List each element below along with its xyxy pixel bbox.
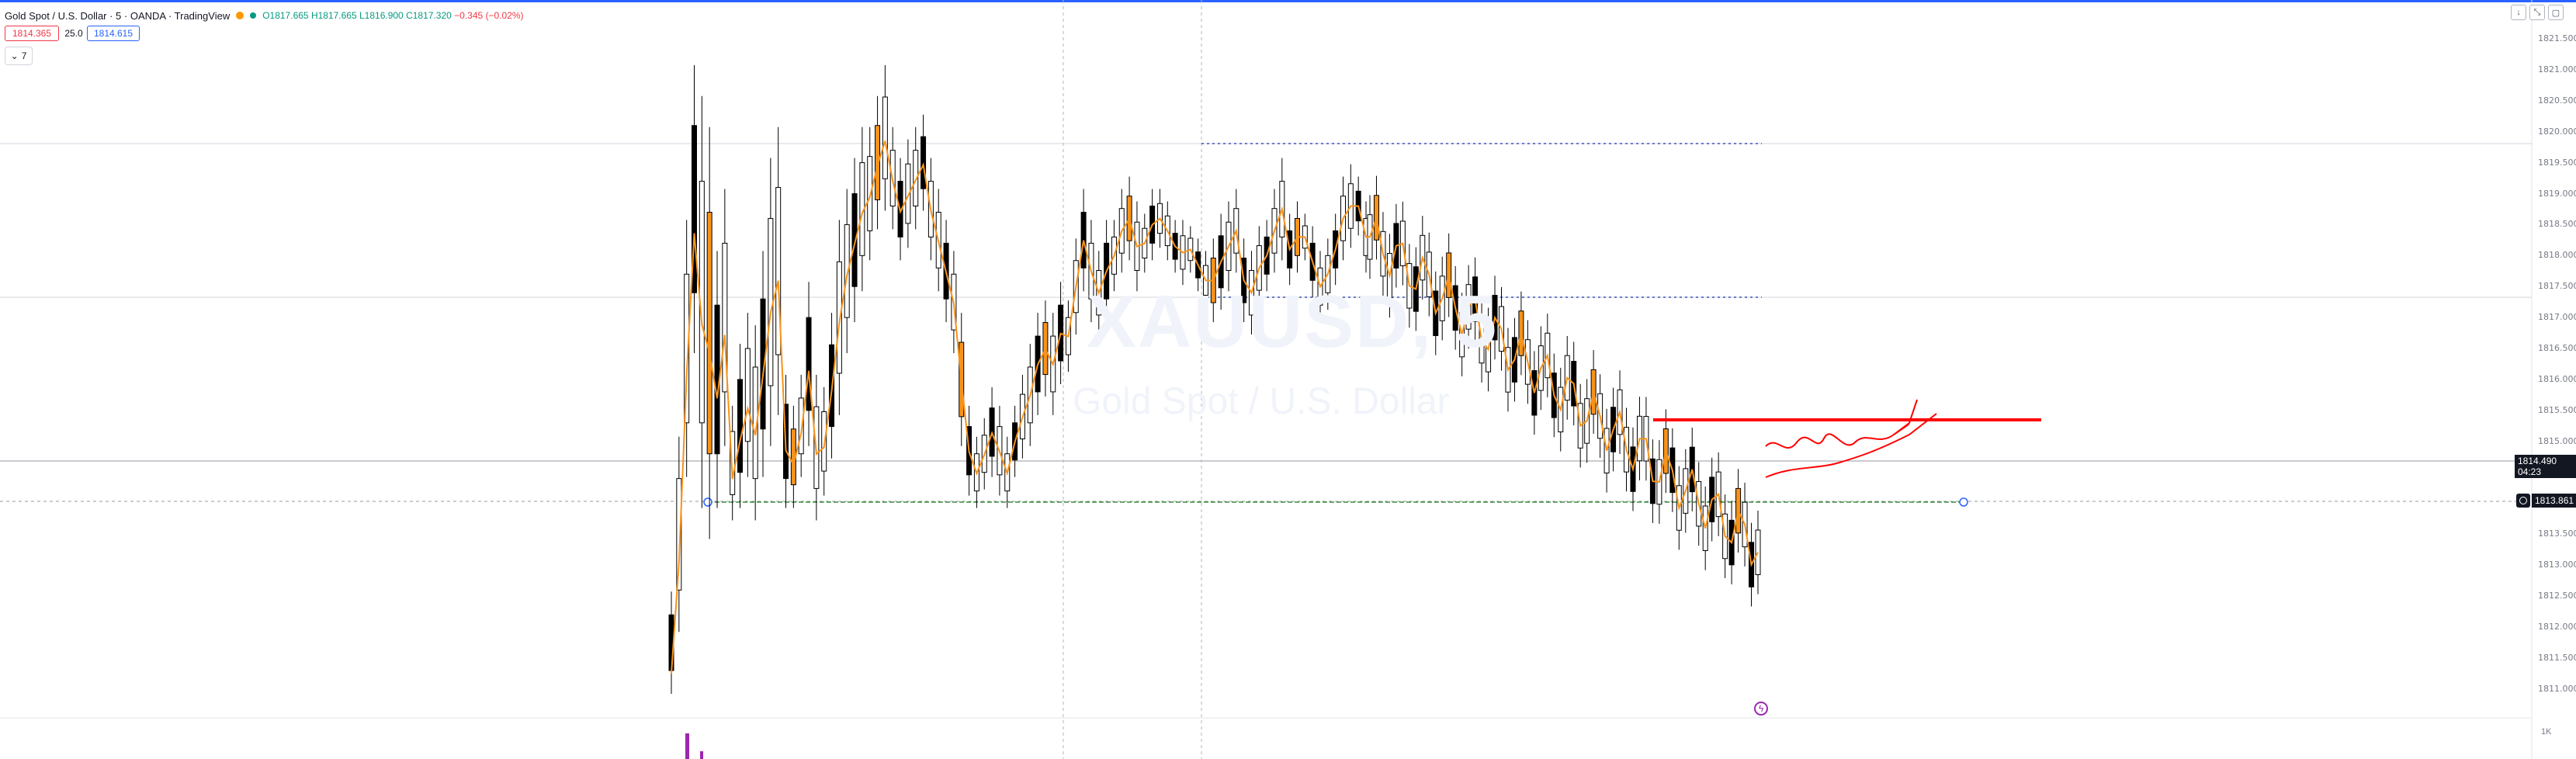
- moving-average-line: [671, 140, 1759, 674]
- candle-body: [798, 397, 804, 455]
- candle-body: [768, 217, 774, 386]
- buy-button[interactable]: 1814.615: [87, 26, 140, 41]
- chevron-down-icon: ⌄: [10, 50, 19, 61]
- projected-path-drawing: [1765, 413, 1937, 478]
- price-axis-label: 1812.000: [2538, 622, 2576, 632]
- price-axis-label: 1818.000: [2538, 250, 2576, 261]
- candle-body: [676, 478, 682, 591]
- price-axis-label: 1819.500: [2538, 157, 2576, 168]
- candle-body: [920, 136, 927, 189]
- price-axis-label: 1819.000: [2538, 188, 2576, 199]
- spread-value: 25.0: [64, 28, 83, 39]
- volume-bar: [700, 751, 703, 759]
- candle-body: [744, 348, 751, 442]
- candle-body: [913, 150, 919, 206]
- candle-body: [730, 431, 736, 495]
- candle-body: [905, 163, 911, 224]
- high-value: H1817.665: [310, 10, 357, 21]
- current-price-value: 1814.490: [2518, 456, 2557, 466]
- candle-body: [851, 193, 858, 287]
- candle-body: [684, 273, 690, 424]
- price-axis-label: 1820.500: [2538, 95, 2576, 106]
- price-axis-label: 1815.500: [2538, 404, 2576, 415]
- horizontal-line-price: 1813.861: [2532, 494, 2576, 508]
- indicators-toggle-button[interactable]: ⌄ 7: [5, 47, 33, 65]
- price-axis-label: 1813.000: [2538, 560, 2576, 570]
- watermark-description: Gold Spot / U.S. Dollar: [1073, 381, 1450, 422]
- support-line-handle: [703, 497, 712, 507]
- price-axis-label: 1816.000: [2538, 373, 2576, 384]
- data-status-icon: [250, 12, 257, 19]
- candle-body: [1080, 211, 1087, 269]
- line-settings-icon[interactable]: [2516, 494, 2530, 508]
- change-value: −0.345 (−0.02%): [454, 10, 524, 21]
- price-axis-label: 1811.500: [2538, 653, 2576, 664]
- top-accent-line: [0, 0, 2576, 2]
- volume-bar: [685, 733, 689, 759]
- symbol-title[interactable]: Gold Spot / U.S. Dollar · 5 · OANDA · Tr…: [5, 9, 231, 22]
- maximize-icon[interactable]: ▢: [2548, 5, 2564, 20]
- window-controls: ↓ ⤡ ▢: [2511, 5, 2564, 20]
- price-axis-label: 1817.500: [2538, 281, 2576, 292]
- projected-path-drawing: [1765, 399, 1918, 449]
- chart-legend: Gold Spot / U.S. Dollar · 5 · OANDA · Tr…: [5, 8, 524, 23]
- price-axis-label: 1812.500: [2538, 591, 2576, 601]
- low-value: L1816.900: [359, 10, 404, 21]
- candle-body: [836, 261, 842, 374]
- price-axis-label: 1818.500: [2538, 219, 2576, 230]
- alert-lightning-icon[interactable]: ϟ: [1754, 702, 1768, 716]
- candle-body: [722, 242, 728, 393]
- price-axis-label: 1811.000: [2538, 684, 2576, 694]
- price-axis-label: 1817.000: [2538, 312, 2576, 323]
- candle-body: [844, 224, 850, 318]
- candle-body: [867, 156, 873, 231]
- candle-body: [706, 211, 712, 455]
- minimize-icon[interactable]: ↓: [2511, 5, 2526, 20]
- sell-button[interactable]: 1814.365: [5, 26, 59, 41]
- open-value: O1817.665: [262, 10, 309, 21]
- countdown-value: 04:23: [2518, 466, 2542, 477]
- support-line-handle: [1959, 497, 1968, 507]
- candle-body: [882, 96, 888, 179]
- candle-body: [806, 317, 812, 411]
- candle-body: [875, 125, 881, 201]
- watermark-symbol: XAUUSD, 5: [1087, 280, 1499, 363]
- price-axis-label: 1821.000: [2538, 64, 2576, 75]
- market-status-icon: [236, 12, 244, 19]
- price-axis-label: 1816.500: [2538, 343, 2576, 354]
- candle-body: [760, 298, 766, 430]
- collapse-icon[interactable]: ⤡: [2529, 5, 2545, 20]
- candle-body: [775, 187, 782, 355]
- price-axis-label: 1813.500: [2538, 529, 2576, 539]
- current-price-label: 1814.490 04:23: [2515, 455, 2576, 478]
- volume-scale-label: 1K: [2541, 727, 2552, 736]
- close-value: C1817.320: [406, 10, 452, 21]
- price-axis-label: 1815.000: [2538, 435, 2576, 446]
- price-axis-label: 1821.500: [2538, 33, 2576, 43]
- candle-body: [692, 125, 698, 293]
- price-axis-label: 1820.000: [2538, 126, 2576, 137]
- candle-body: [737, 379, 744, 473]
- indicators-count: 7: [21, 50, 27, 61]
- candle-body: [821, 411, 827, 472]
- ohlc-values: O1817.665 H1817.665 L1816.900 C1817.320 …: [262, 10, 523, 21]
